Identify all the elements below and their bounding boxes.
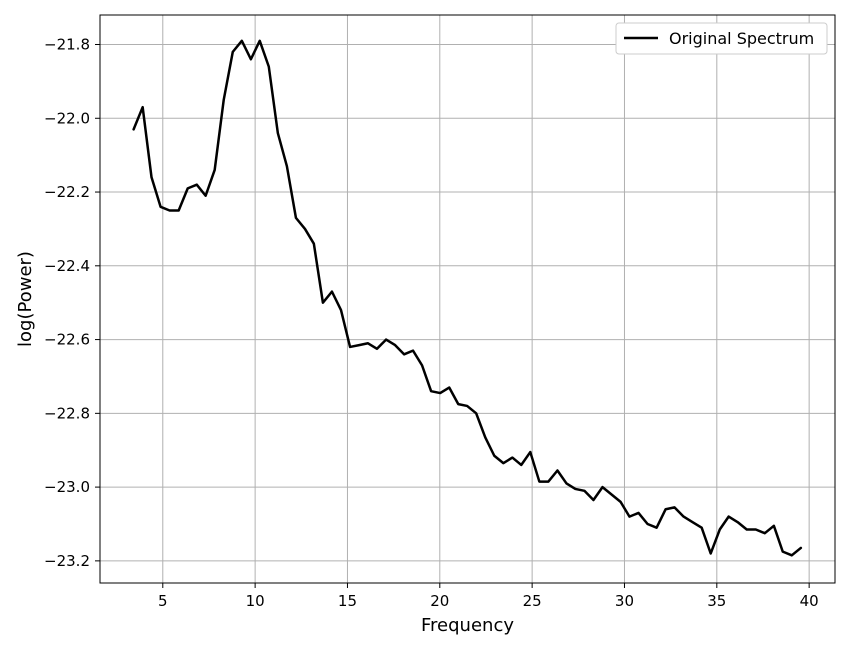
y-tick-label: −22.6 [44, 331, 90, 349]
series-layer [132, 39, 803, 557]
legend-label-original-spectrum: Original Spectrum [669, 29, 814, 48]
x-axis-title: Frequency [421, 615, 514, 636]
y-tick-label: −23.2 [44, 552, 90, 570]
x-tick-label: 35 [707, 592, 726, 610]
y-tick-label: −22.8 [44, 404, 90, 422]
y-axis-title: log(Power) [15, 251, 36, 347]
x-tick-label: 10 [246, 592, 265, 610]
x-tick-label: 15 [338, 592, 357, 610]
x-tick-label: 25 [523, 592, 542, 610]
grid-lines [100, 15, 835, 583]
legend: Original Spectrum [615, 22, 828, 55]
series-line-original-spectrum [132, 39, 803, 557]
x-tick-label: 20 [430, 592, 449, 610]
x-tick-label: 5 [158, 592, 168, 610]
y-tick-label: −22.0 [44, 109, 90, 127]
y-tick-label: −22.4 [44, 257, 90, 275]
x-tick-label: 30 [615, 592, 634, 610]
axis-ticks: 5 10 15 20 25 30 35 40 −21.8 −22.0 −22.2 −22.4 −22.6… [44, 36, 819, 610]
x-tick-label: 40 [800, 592, 819, 610]
y-tick-label: −23.0 [44, 478, 90, 496]
plot-frame [99, 14, 836, 584]
legend-box [615, 22, 828, 55]
y-tick-label: −21.8 [44, 36, 90, 54]
y-tick-label: −22.2 [44, 183, 90, 201]
